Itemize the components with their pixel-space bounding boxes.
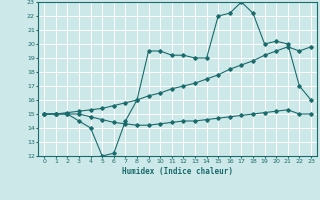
X-axis label: Humidex (Indice chaleur): Humidex (Indice chaleur) [122,167,233,176]
